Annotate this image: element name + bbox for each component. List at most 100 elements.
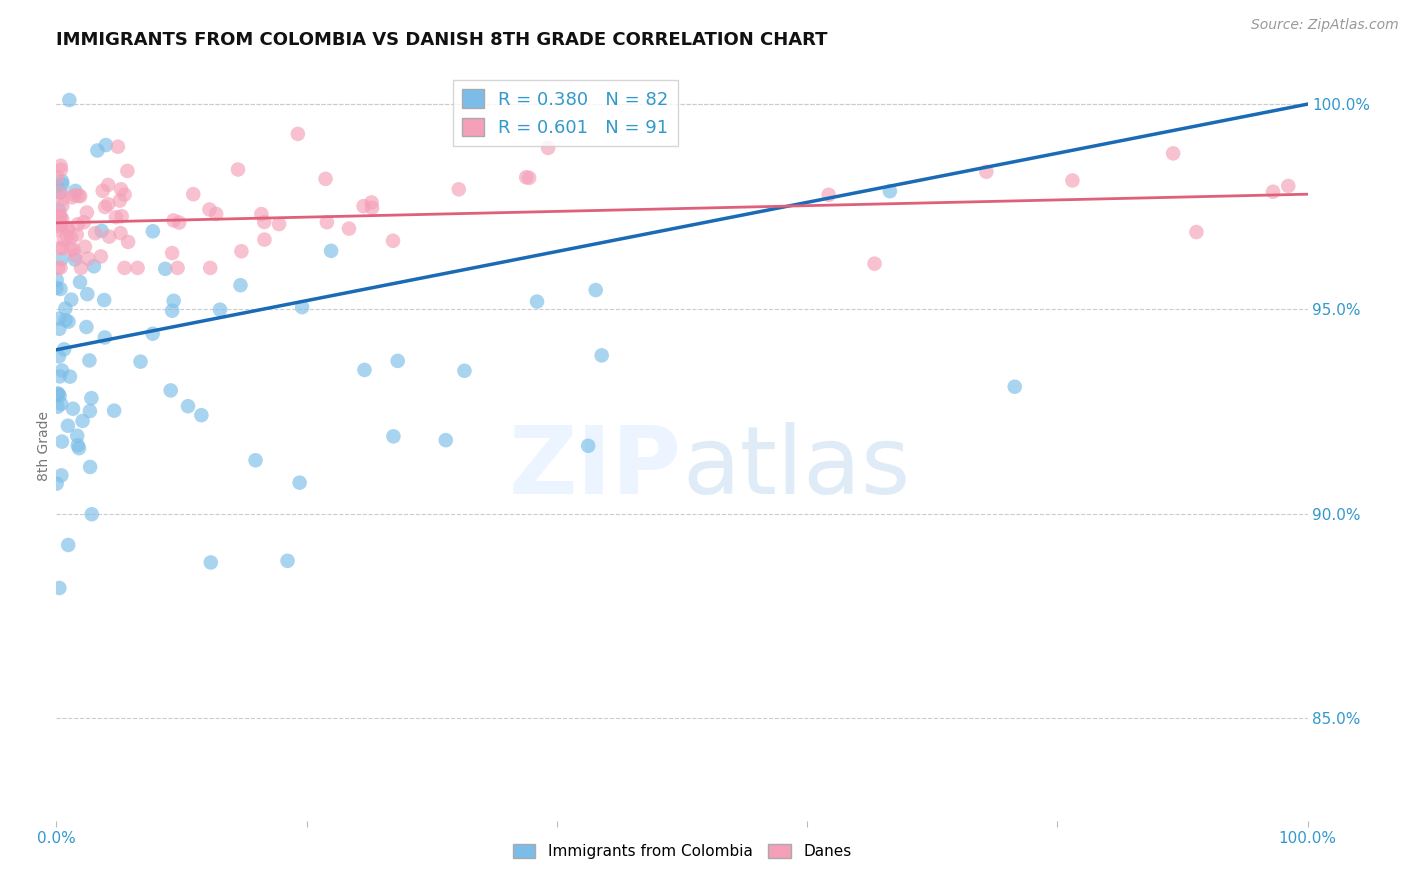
Point [45,476,67,491]
Point [46,386,69,401]
Point [48,213,70,227]
Point [98,229,121,244]
Point [67,188,90,202]
Point [59,369,82,384]
Point [49,186,72,200]
Point [55,301,77,316]
Point [97,178,120,192]
Point [48,210,70,224]
Point [576,439,599,453]
Point [387,354,409,368]
Point [517,170,540,185]
Point [67,441,90,455]
Point [231,244,253,259]
Point [60,293,83,307]
Point [90,224,112,238]
Point [1277,178,1299,193]
Point [321,244,343,258]
Point [453,364,475,378]
Point [69,275,91,289]
Point [62,242,84,256]
Point [1185,225,1208,239]
Point [537,141,560,155]
Point [62,401,84,416]
Point [49,186,72,200]
Point [73,215,96,229]
Point [129,354,152,368]
Point [103,403,125,417]
Point [142,326,165,341]
Point [337,221,360,235]
Point [245,453,267,467]
Point [353,199,375,213]
Point [80,507,103,521]
Point [291,300,314,314]
Point [434,433,457,447]
Point [66,429,89,443]
Point [86,144,108,158]
Point [49,218,72,232]
Point [45,273,67,287]
Point [48,203,70,218]
Point [117,164,139,178]
Point [159,384,181,398]
Point [58,315,80,329]
Point [315,171,337,186]
Point [51,434,73,449]
Point [253,233,276,247]
Point [316,215,339,229]
Y-axis label: 8th Grade: 8th Grade [37,411,51,481]
Point [49,241,72,255]
Point [51,468,73,483]
Point [208,302,231,317]
Point [94,330,117,344]
Point [55,313,77,327]
Point [49,162,72,177]
Point [49,211,72,225]
Point [277,554,299,568]
Point [51,199,73,213]
Point [51,252,73,267]
Point [56,418,79,433]
Point [63,188,86,202]
Point [162,213,184,227]
Point [56,221,79,235]
Point [879,184,901,198]
Point [48,581,70,595]
Point [94,138,117,153]
Point [84,226,107,240]
Point [48,389,70,403]
Point [56,538,79,552]
Point [70,260,93,275]
Point [114,187,136,202]
Point [53,343,76,357]
Point [190,408,212,422]
Point [110,226,132,240]
Point [66,438,89,452]
Point [77,252,100,266]
Point [76,205,98,219]
Point [1062,173,1084,187]
Point [45,223,67,237]
Point [65,184,87,198]
Point [49,260,72,275]
Point [46,260,69,275]
Point [94,200,117,214]
Point [83,260,105,274]
Point [80,391,103,405]
Point [1004,380,1026,394]
Point [353,363,375,377]
Point [75,320,97,334]
Point [110,182,132,196]
Point [160,246,183,260]
Point [79,459,101,474]
Point [205,207,228,221]
Point [60,190,83,204]
Point [51,192,73,206]
Point [49,209,72,223]
Point [49,397,72,411]
Point [250,207,273,221]
Point [49,282,72,296]
Point [111,209,134,223]
Point [69,189,91,203]
